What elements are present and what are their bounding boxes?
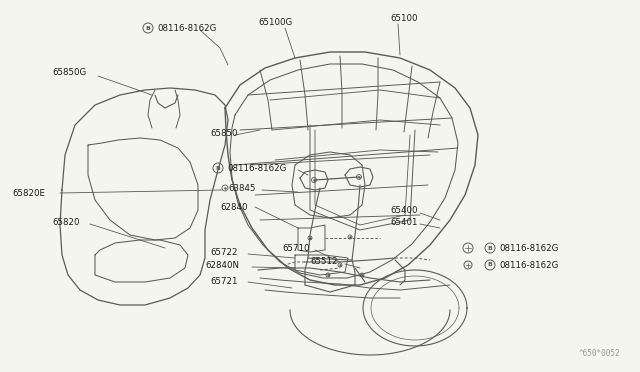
Text: 65400: 65400 [390, 205, 417, 215]
Text: 65512: 65512 [310, 257, 337, 266]
Text: 08116-8162G: 08116-8162G [157, 23, 216, 32]
Text: 65850G: 65850G [52, 67, 86, 77]
Text: 65100: 65100 [390, 13, 417, 22]
Text: 65722: 65722 [210, 247, 237, 257]
Text: 08116-8162G: 08116-8162G [227, 164, 286, 173]
Text: B: B [488, 263, 492, 267]
Text: B: B [488, 246, 492, 250]
Text: 65721: 65721 [210, 278, 237, 286]
Text: 62840N: 62840N [205, 260, 239, 269]
Text: B: B [145, 26, 150, 31]
Text: B: B [216, 166, 220, 170]
Text: 65100G: 65100G [258, 17, 292, 26]
Text: 65710: 65710 [282, 244, 310, 253]
Text: 63845: 63845 [228, 183, 255, 192]
Text: 08116-8162G: 08116-8162G [499, 260, 558, 269]
Text: 65850: 65850 [210, 128, 237, 138]
Text: 65401: 65401 [390, 218, 417, 227]
Text: 65820: 65820 [52, 218, 79, 227]
Text: 65820E: 65820E [12, 189, 45, 198]
Text: 08116-8162G: 08116-8162G [499, 244, 558, 253]
Text: ^650*0052: ^650*0052 [579, 349, 620, 358]
Text: 62840: 62840 [220, 202, 248, 212]
